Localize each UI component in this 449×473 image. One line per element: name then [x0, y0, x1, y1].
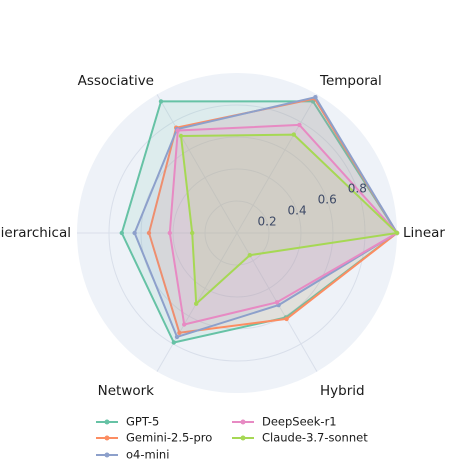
- axis-label-linear: Linear: [403, 225, 445, 241]
- series-o4-mini: [132, 95, 400, 340]
- legend-label: Claude-3.7-sonnet: [262, 431, 368, 445]
- radar-tick-label: 0.4: [288, 204, 307, 218]
- series-point: [177, 330, 182, 335]
- legend-swatch-marker: [240, 419, 246, 425]
- axis-label-temporal: Temporal: [319, 73, 382, 89]
- legend-item: Claude-3.7-sonnet: [232, 431, 368, 445]
- legend-item: GPT-5: [96, 415, 159, 429]
- legend-label: GPT-5: [126, 415, 159, 429]
- axis-label-hybrid: Hybrid: [320, 383, 365, 399]
- series-point: [158, 99, 164, 104]
- series-point: [194, 301, 199, 306]
- legend-swatch-marker: [104, 419, 110, 425]
- series-point: [119, 230, 125, 236]
- axis-label-hierarchical: Hierarchical: [0, 225, 71, 241]
- series-point: [175, 128, 180, 133]
- radar-tick-label: 0.2: [258, 215, 277, 229]
- series-point: [167, 230, 172, 236]
- series-point: [174, 334, 180, 340]
- series-point: [291, 132, 296, 137]
- legend-swatch-marker: [240, 435, 246, 441]
- series-point: [313, 95, 318, 100]
- series-point: [297, 122, 302, 128]
- series-point: [178, 133, 184, 139]
- series-deepseek-r1: [167, 122, 400, 327]
- legend-label: o4-mini: [126, 448, 169, 462]
- radar-tick-label: 0.8: [348, 182, 367, 196]
- legend-swatch-marker: [104, 435, 110, 441]
- radar-tick-labels: 0.2 0.4 0.6 0.8: [258, 182, 367, 229]
- series-claude-3-7-sonnet: [178, 132, 400, 306]
- legend-item: Gemini-2.5-pro: [96, 431, 212, 445]
- series-point: [274, 300, 280, 305]
- radar-axis-labels: Linear Temporal Associative Hierarchical Net…: [0, 73, 445, 399]
- radar-spoke: [236, 94, 318, 234]
- axis-label-associative: Associative: [78, 73, 154, 89]
- legend-item: o4-mini: [96, 448, 169, 462]
- series-point: [190, 230, 195, 236]
- series-point: [171, 340, 176, 345]
- series-point: [146, 230, 152, 236]
- series-point: [284, 316, 289, 322]
- series-point: [394, 230, 400, 236]
- axis-label-network: Network: [98, 383, 155, 399]
- legend-item: DeepSeek-r1: [232, 415, 337, 429]
- radar-series-layer: [119, 95, 400, 345]
- series-point: [132, 230, 137, 236]
- legend-label: DeepSeek-r1: [262, 415, 337, 429]
- radar-tick-label: 0.6: [318, 193, 337, 207]
- legend-label: Gemini-2.5-pro: [126, 431, 212, 445]
- legend-swatch-marker: [104, 452, 110, 458]
- series-point: [182, 322, 187, 327]
- legend: GPT-5 Gemini-2.5-pro o4-mini DeepSeek-r1 Cla…: [96, 415, 368, 462]
- series-point: [247, 253, 252, 258]
- radar-spoke: [156, 94, 238, 234]
